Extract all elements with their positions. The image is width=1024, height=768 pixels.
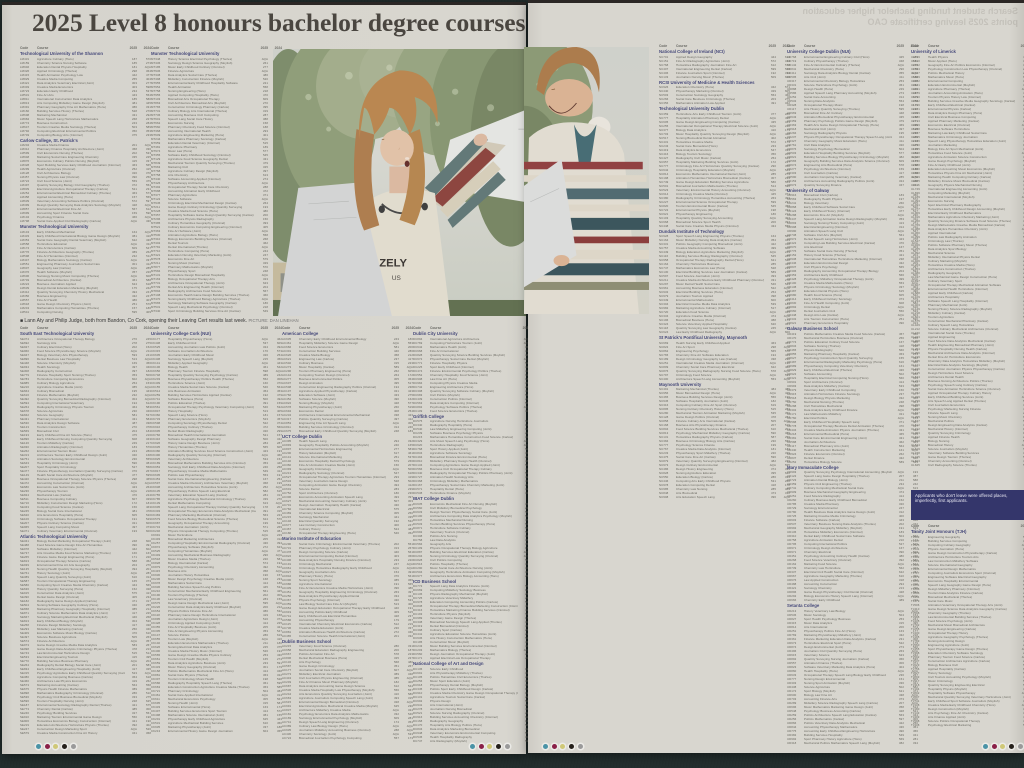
svg-text:ZELY: ZELY [379,258,407,270]
svg-text:US: US [392,275,401,282]
